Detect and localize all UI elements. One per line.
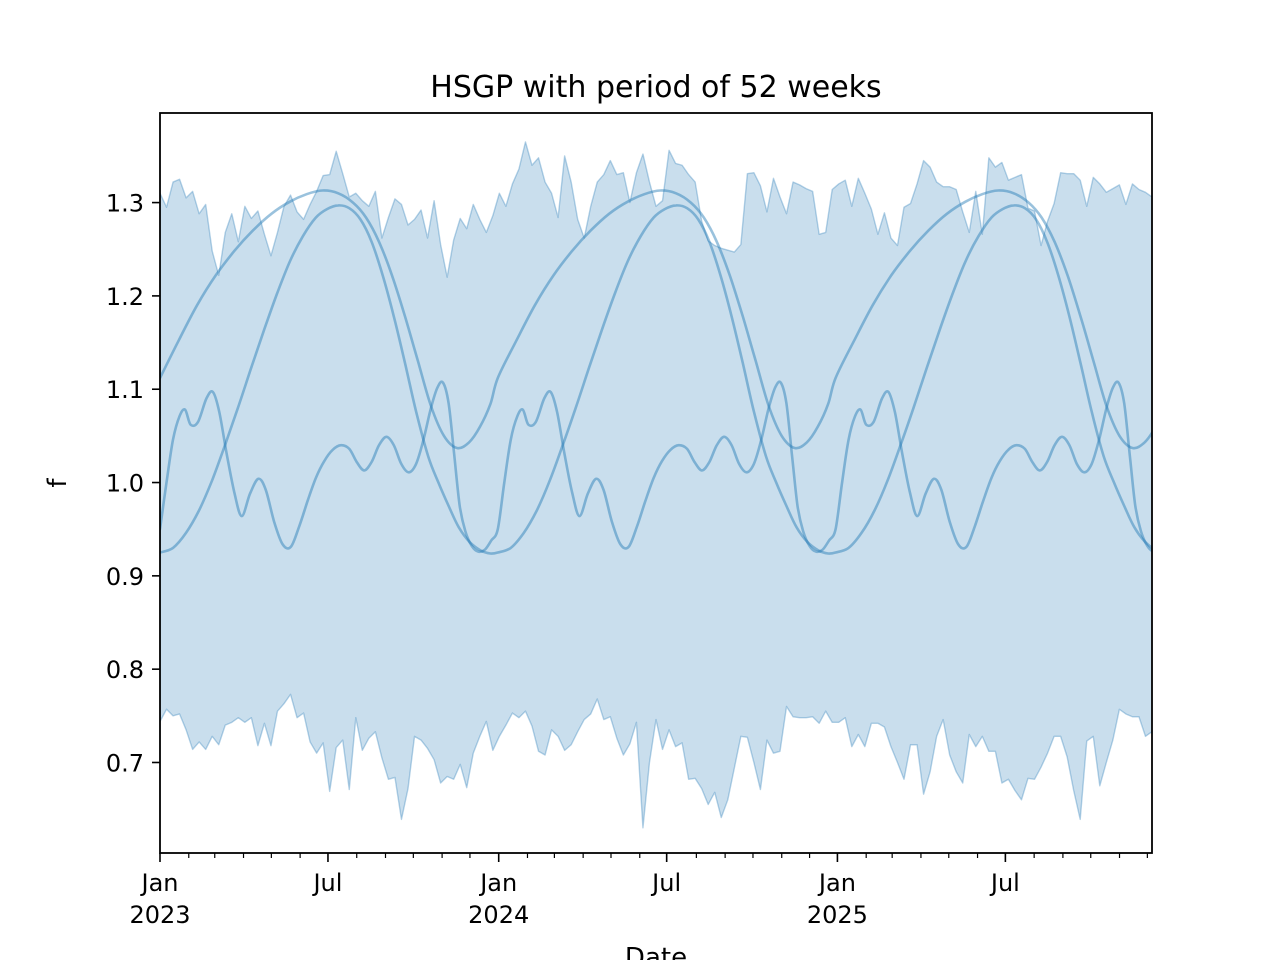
x-tick-label-month: Jan xyxy=(140,869,179,897)
axes-spines xyxy=(159,112,1153,854)
hdi-band-upper-edge xyxy=(160,141,1152,278)
x-tick-label-month: Jul xyxy=(650,869,681,897)
x-tick-label-month: Jul xyxy=(989,869,1020,897)
y-tick-label: 0.8 xyxy=(106,656,144,684)
y-tick-label: 1.1 xyxy=(106,376,144,404)
axes-decorations: 0.7 0.8 0.9 1.0 1.1 1.2 1.3 Jan 2023 Jul Jan 2024 Ju… xyxy=(106,190,1148,929)
hdi-band-lower-edge xyxy=(160,693,1152,829)
y-tick-label: 0.7 xyxy=(106,749,144,777)
y-axis-label: f xyxy=(43,478,73,488)
x-axis-label: Date xyxy=(625,943,687,960)
x-tick-label-month: Jan xyxy=(817,869,856,897)
y-tick-label: 1.2 xyxy=(106,283,144,311)
x-tick-label-month: Jan xyxy=(478,869,517,897)
sample-slow-flat-top xyxy=(160,189,1152,450)
plot-area xyxy=(160,141,1152,829)
sample-steep-summer-peak xyxy=(160,204,1152,555)
x-tick-label-month: Jul xyxy=(311,869,342,897)
sample-wiggly xyxy=(160,380,1152,554)
x-tick-label-year: 2024 xyxy=(468,901,529,929)
y-tick-label: 1.3 xyxy=(106,190,144,218)
chart-title: HSGP with period of 52 weeks xyxy=(430,70,881,105)
x-tick-label-year: 2023 xyxy=(129,901,190,929)
hdi-band-fill xyxy=(160,141,1152,828)
y-tick-label: 0.9 xyxy=(106,563,144,591)
x-tick-label-year: 2025 xyxy=(807,901,868,929)
y-tick-label: 1.0 xyxy=(106,470,144,498)
